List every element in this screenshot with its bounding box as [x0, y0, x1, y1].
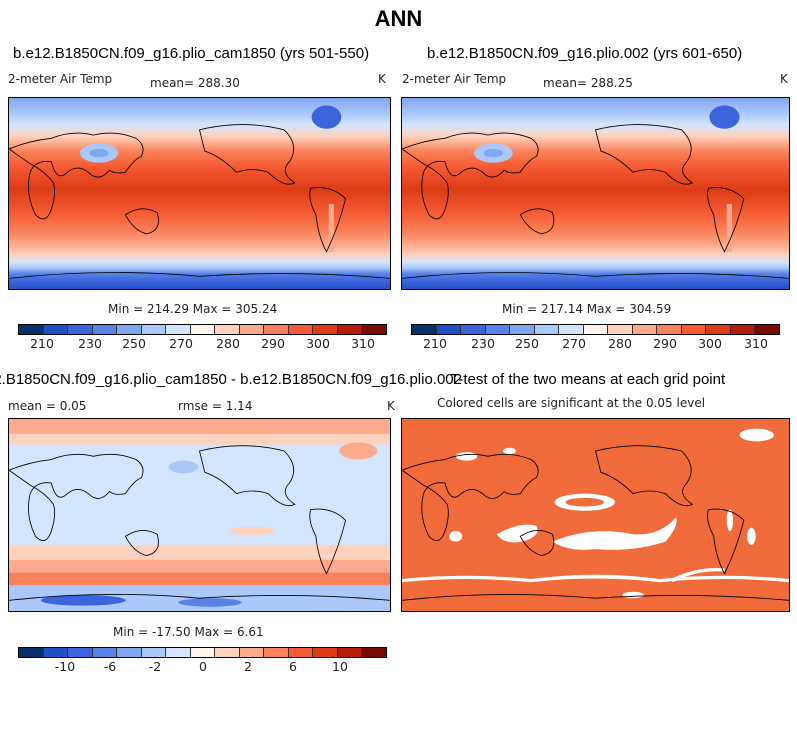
cbar-swatch	[92, 648, 118, 657]
panel3-colorbar	[18, 647, 387, 658]
cbar-tick: 290	[653, 336, 677, 351]
cbar-tick: 230	[78, 336, 102, 351]
cbar-tick: 210	[30, 336, 54, 351]
cbar-swatch	[755, 325, 779, 334]
cbar-swatch	[337, 648, 363, 657]
panel1-variable: 2-meter Air Temp	[8, 72, 113, 86]
cbar-swatch	[117, 648, 142, 657]
cbar-swatch	[485, 325, 511, 334]
panel2-units: K	[780, 72, 788, 86]
cbar-swatch	[141, 648, 167, 657]
cbar-swatch	[313, 648, 338, 657]
cbar-swatch	[362, 325, 386, 334]
cbar-tick: 230	[471, 336, 495, 351]
cbar-swatch	[264, 325, 289, 334]
cbar-tick: 10	[332, 659, 348, 674]
panel1-title: b.e12.B1850CN.f09_g16.plio_cam1850 (yrs …	[13, 45, 370, 62]
cbar-swatch	[706, 325, 731, 334]
cbar-tick: 310	[744, 336, 768, 351]
cbar-swatch	[559, 325, 584, 334]
cbar-tick: 2	[244, 659, 252, 674]
cbar-tick: 310	[351, 336, 375, 351]
cbar-swatch	[92, 325, 118, 334]
cbar-tick: 270	[562, 336, 586, 351]
panel3-units: K	[387, 399, 395, 413]
cbar-swatch	[43, 648, 69, 657]
panel2-variable: 2-meter Air Temp	[402, 72, 507, 86]
cbar-swatch	[510, 325, 535, 334]
cbar-tick: 300	[698, 336, 722, 351]
panel1-units: K	[378, 72, 386, 86]
cbar-swatch	[166, 648, 191, 657]
cbar-tick: 280	[608, 336, 632, 351]
panel4-title: T-test of the two means at each grid poi…	[450, 371, 726, 388]
panel1-minmax: Min = 214.29 Max = 305.24	[108, 302, 278, 316]
figure-title: ANN	[374, 6, 423, 31]
cbar-swatch	[141, 325, 167, 334]
panel3-rmse: rmse = 1.14	[178, 399, 253, 413]
cbar-swatch	[190, 648, 216, 657]
cbar-tick: 0	[199, 659, 207, 674]
cbar-swatch	[19, 648, 44, 657]
cbar-swatch	[215, 325, 240, 334]
panel2-map	[401, 97, 790, 290]
cbar-swatch	[436, 325, 462, 334]
cbar-swatch	[534, 325, 560, 334]
cbar-swatch	[337, 325, 363, 334]
cbar-swatch	[68, 648, 93, 657]
cbar-swatch	[190, 325, 216, 334]
cbar-tick: 270	[169, 336, 193, 351]
cbar-swatch	[681, 325, 707, 334]
cbar-swatch	[288, 648, 314, 657]
panel1-colorbar	[18, 324, 387, 335]
cbar-swatch	[264, 648, 289, 657]
panel3-title: b.e12.B1850CN.f09_g16.plio_cam1850 - b.e…	[0, 371, 462, 388]
cbar-swatch	[657, 325, 682, 334]
panel4-subtitle: Colored cells are significant at the 0.0…	[437, 396, 706, 410]
cbar-tick: -6	[103, 659, 117, 674]
cbar-tick: 250	[515, 336, 539, 351]
panel3-minmax: Min = -17.50 Max = 6.61	[113, 625, 264, 639]
cbar-tick: 290	[261, 336, 285, 351]
cbar-swatch	[461, 325, 486, 334]
cbar-swatch	[288, 325, 314, 334]
cbar-swatch	[583, 325, 609, 334]
panel3-mean: mean = 0.05	[8, 399, 87, 413]
panel2-colorbar	[411, 324, 780, 335]
panel2-minmax: Min = 217.14 Max = 304.59	[502, 302, 672, 316]
cbar-swatch	[632, 325, 658, 334]
cbar-swatch	[412, 325, 437, 334]
cbar-swatch	[19, 325, 44, 334]
cbar-swatch	[166, 325, 191, 334]
panel1-mean: mean= 288.30	[150, 76, 240, 90]
cbar-tick: 300	[306, 336, 330, 351]
cbar-swatch	[117, 325, 142, 334]
cbar-swatch	[608, 325, 633, 334]
cbar-tick: -2	[148, 659, 162, 674]
panel3-map	[8, 418, 391, 612]
cbar-swatch	[239, 648, 265, 657]
cbar-swatch	[730, 325, 756, 334]
panel2-title: b.e12.B1850CN.f09_g16.plio.002 (yrs 601-…	[427, 45, 743, 62]
cbar-swatch	[43, 325, 69, 334]
panel4-map	[401, 418, 790, 612]
panel1-map	[8, 97, 391, 290]
panel3-title-text: b.e12.B1850CN.f09_g16.plio_cam1850 - b.e…	[0, 371, 462, 388]
cbar-tick: 210	[423, 336, 447, 351]
cbar-swatch	[362, 648, 386, 657]
cbar-tick: 250	[122, 336, 146, 351]
cbar-tick: 6	[289, 659, 297, 674]
panel2-mean: mean= 288.25	[543, 76, 633, 90]
cbar-swatch	[313, 325, 338, 334]
cbar-tick: 280	[216, 336, 240, 351]
cbar-swatch	[239, 325, 265, 334]
cbar-tick: -10	[54, 659, 76, 674]
cbar-swatch	[68, 325, 93, 334]
cbar-swatch	[215, 648, 240, 657]
